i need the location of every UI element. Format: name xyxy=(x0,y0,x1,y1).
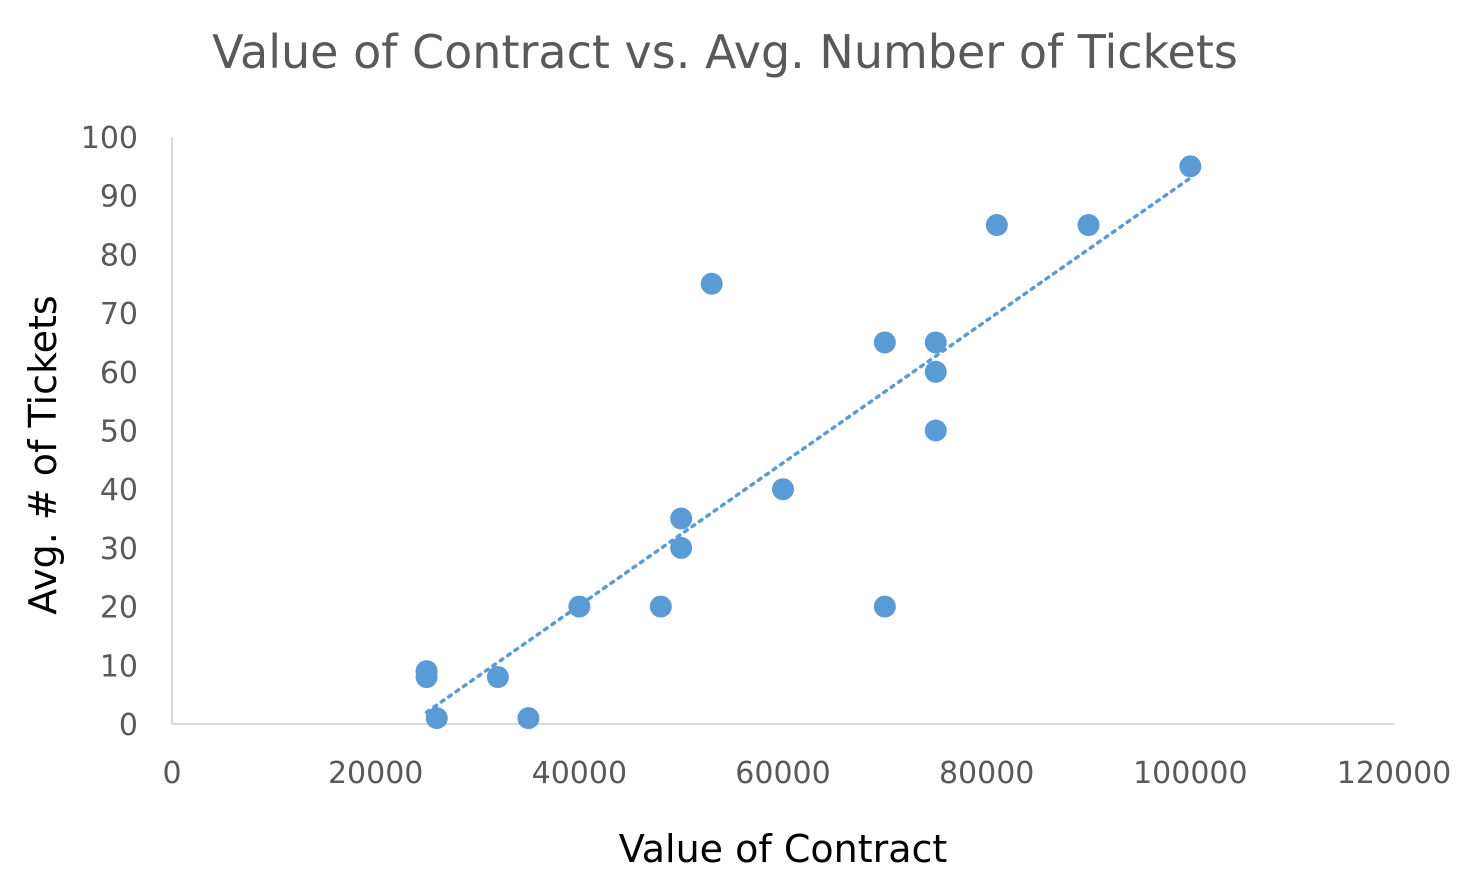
x-axis-title: Value of Contract xyxy=(619,827,948,871)
y-tick-label: 90 xyxy=(100,180,138,215)
x-tick-label: 60000 xyxy=(735,756,830,791)
y-tick-label: 60 xyxy=(100,356,138,391)
x-tick-label: 100000 xyxy=(1133,756,1248,791)
y-tick-label: 70 xyxy=(100,297,138,332)
x-tick-label: 0 xyxy=(162,756,181,791)
y-tick-label: 10 xyxy=(100,649,138,684)
data-point xyxy=(873,595,896,618)
data-point xyxy=(924,360,947,383)
trendline xyxy=(424,176,1193,715)
y-tick-label: 40 xyxy=(100,473,138,508)
data-point xyxy=(415,666,438,689)
data-point xyxy=(670,507,693,530)
x-tick-label: 120000 xyxy=(1337,756,1452,791)
y-tick-label: 80 xyxy=(100,238,138,273)
y-tick-labels: 0 10 20 30 40 50 60 70 80 90 100 xyxy=(81,121,138,743)
data-point xyxy=(1077,214,1100,237)
y-tick-label: 20 xyxy=(100,591,138,626)
data-point xyxy=(425,707,448,730)
trendline-layer xyxy=(424,176,1193,715)
data-point xyxy=(924,419,947,442)
y-axis-title: Avg. # of Tickets xyxy=(21,295,65,614)
data-points xyxy=(415,155,1202,730)
x-tick-label: 40000 xyxy=(532,756,627,791)
y-tick-label: 100 xyxy=(81,121,138,156)
x-tick-labels: 0 20000 40000 60000 80000 100000 120000 xyxy=(162,756,1451,791)
data-point xyxy=(649,595,672,618)
data-point xyxy=(486,666,509,689)
axes xyxy=(171,137,1394,725)
x-tick-label: 20000 xyxy=(328,756,423,791)
data-point xyxy=(568,595,591,618)
x-tick-label: 80000 xyxy=(939,756,1034,791)
data-point xyxy=(873,331,896,354)
y-tick-label: 50 xyxy=(100,415,138,450)
chart-title: Value of Contract vs. Avg. Number of Tic… xyxy=(212,25,1238,79)
data-point xyxy=(924,331,947,354)
data-point xyxy=(985,214,1008,237)
data-point xyxy=(772,478,794,501)
y-tick-label: 0 xyxy=(119,708,138,743)
data-point xyxy=(517,707,540,730)
y-tick-label: 30 xyxy=(100,532,138,567)
data-point xyxy=(700,272,723,295)
data-point xyxy=(1179,155,1202,178)
data-point xyxy=(670,536,693,559)
